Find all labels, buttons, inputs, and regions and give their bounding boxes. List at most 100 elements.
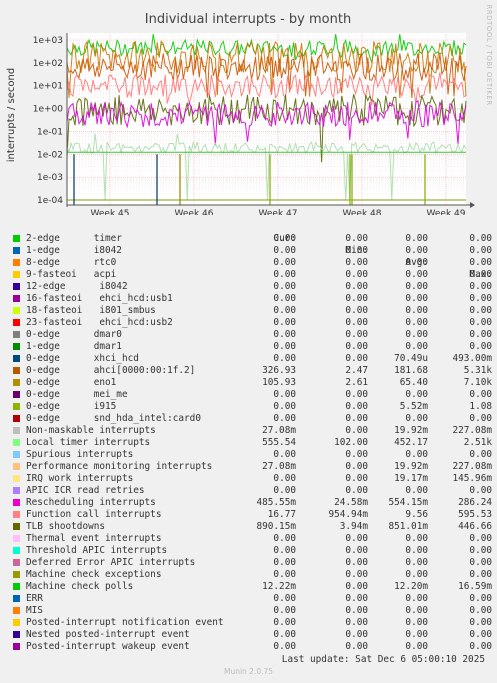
legend-max: 0.00 xyxy=(469,269,492,280)
series-line xyxy=(66,133,467,201)
legend-cur: 0.00 xyxy=(273,533,296,544)
legend-cur: 0.00 xyxy=(273,617,296,628)
legend-cur: 0.00 xyxy=(273,281,296,292)
legend-max: 0.00 xyxy=(469,245,492,256)
legend-name: 0-edge eno1 xyxy=(26,377,117,388)
legend-swatch xyxy=(13,619,20,626)
legend-max: 0.00 xyxy=(469,605,492,616)
legend-max: 0.00 xyxy=(469,533,492,544)
legend-name: TLB shootdowns xyxy=(26,521,106,532)
legend-cur: 0.00 xyxy=(273,269,296,280)
legend-table: Cur: Min: Avg: Max: 2-edge timer 0.00 0.00… xyxy=(12,221,492,653)
legend-name: Performance monitoring interrupts xyxy=(26,461,213,472)
legend-avg: 0.00 xyxy=(405,485,428,496)
legend-min: 0.00 xyxy=(345,269,368,280)
x-tick-label: Week 48 xyxy=(343,209,382,215)
legend-cur: 0.00 xyxy=(273,545,296,556)
legend-swatch xyxy=(13,391,20,398)
legend-name: Posted-interrupt notification event xyxy=(26,617,224,628)
legend-min: 0.00 xyxy=(345,605,368,616)
legend-avg: 0.00 xyxy=(405,449,428,460)
legend-name: 0-edge ahci[0000:00:1f.2] xyxy=(26,365,196,376)
legend-name: 2-edge timer xyxy=(26,233,122,244)
series-line xyxy=(66,34,467,65)
legend-swatch xyxy=(13,259,20,266)
legend-avg: 0.00 xyxy=(405,389,428,400)
legend-row: 8-edge rtc0 0.00 0.00 0.00 0.00 xyxy=(12,257,492,269)
y-tick-label: 1e+00 xyxy=(33,105,64,115)
legend-min: 0.00 xyxy=(345,341,368,352)
series-line xyxy=(66,72,467,106)
legend-row: 16-fasteoi ehci_hcd:usb1 0.00 0.00 0.00 0.00 xyxy=(12,293,492,305)
legend-cur: 0.00 xyxy=(273,329,296,340)
legend-max: 493.00m xyxy=(452,353,492,364)
legend-avg: 19.92m xyxy=(394,461,428,472)
legend-swatch xyxy=(13,355,20,362)
series-line xyxy=(66,99,467,146)
legend-max: 0.00 xyxy=(469,413,492,424)
legend-header: Cur: Min: Avg: Max: xyxy=(12,221,492,280)
legend-cur: 27.08m xyxy=(262,461,296,472)
legend-swatch xyxy=(13,295,20,302)
legend-name: 0-edge i915 xyxy=(26,401,117,412)
legend-row: APIC ICR read retries 0.00 0.00 0.00 0.00 xyxy=(12,485,492,497)
legend-cur: 0.00 xyxy=(273,485,296,496)
legend-name: Machine check exceptions xyxy=(26,569,162,580)
legend-row: Threshold APIC interrupts 0.00 0.00 0.00 0.0… xyxy=(12,545,492,557)
legend-max: 0.00 xyxy=(469,317,492,328)
legend-cur: 0.00 xyxy=(273,569,296,580)
legend-max: 0.00 xyxy=(469,569,492,580)
legend-row: 0-edge eno1 105.93 2.61 65.40 7.10k xyxy=(12,377,492,389)
legend-cur: 12.22m xyxy=(262,581,296,592)
series-line xyxy=(66,40,467,98)
legend-min: 0.00 xyxy=(345,617,368,628)
legend-name: Posted-interrupt wakeup event xyxy=(26,641,190,652)
legend-avg: 0.00 xyxy=(405,605,428,616)
x-tick-label: Week 49 xyxy=(427,209,466,215)
legend-swatch xyxy=(13,595,20,602)
legend-name: MIS xyxy=(26,605,43,616)
legend-min: 102.00 xyxy=(334,437,368,448)
legend-name: 9-fasteoi acpi xyxy=(26,269,117,280)
legend-row: 0-edge dmar0 0.00 0.00 0.00 0.00 xyxy=(12,329,492,341)
legend-row: IRQ work interrupts 0.00 0.00 19.17m 145.96m xyxy=(12,473,492,485)
legend-row: Machine check exceptions 0.00 0.00 0.00 0.00 xyxy=(12,569,492,581)
legend-min: 0.00 xyxy=(345,629,368,640)
legend-cur: 0.00 xyxy=(273,245,296,256)
series-line xyxy=(66,94,467,163)
legend-avg: 19.92m xyxy=(394,425,428,436)
y-tick-label: 1e-01 xyxy=(37,127,63,137)
legend-row: 0-edge snd_hda_intel:card0 0.00 0.00 0.00 0.… xyxy=(12,413,492,425)
series-group xyxy=(66,34,467,205)
legend-row: 18-fasteoi i801_smbus 0.00 0.00 0.00 0.00 xyxy=(12,305,492,317)
legend-name: Nested posted-interrupt event xyxy=(26,629,190,640)
legend-name: ERR xyxy=(26,593,43,604)
legend-row: Posted-interrupt notification event 0.00 0… xyxy=(12,617,492,629)
legend-max: 0.00 xyxy=(469,305,492,316)
legend-swatch xyxy=(13,283,20,290)
legend-max: 5.31k xyxy=(463,365,492,376)
legend-min: 0.00 xyxy=(345,317,368,328)
y-tick-label: 1e-03 xyxy=(37,173,63,183)
legend-row: 2-edge timer 0.00 0.00 0.00 0.00 xyxy=(12,233,492,245)
legend-min: 0.00 xyxy=(345,425,368,436)
legend-name: Spurious interrupts xyxy=(26,449,134,460)
legend-min: 954.94m xyxy=(328,509,368,520)
legend-row: Thermal event interrupts 0.00 0.00 0.00 0.00 xyxy=(12,533,492,545)
legend-name: 0-edge mei_me xyxy=(26,389,128,400)
legend-avg: 452.17 xyxy=(394,437,428,448)
legend-min: 0.00 xyxy=(345,581,368,592)
legend-cur: 0.00 xyxy=(273,605,296,616)
legend-min: 0.00 xyxy=(345,245,368,256)
legend-avg: 554.15m xyxy=(388,497,428,508)
legend-name: IRQ work interrupts xyxy=(26,473,134,484)
legend-max: 145.96m xyxy=(452,473,492,484)
legend-swatch xyxy=(13,235,20,242)
legend-swatch xyxy=(13,319,20,326)
legend-min: 0.00 xyxy=(345,545,368,556)
legend-min: 0.00 xyxy=(345,257,368,268)
legend-swatch xyxy=(13,487,20,494)
legend-avg: 0.00 xyxy=(405,533,428,544)
legend-avg: 0.00 xyxy=(405,233,428,244)
legend-max: 0.00 xyxy=(469,293,492,304)
